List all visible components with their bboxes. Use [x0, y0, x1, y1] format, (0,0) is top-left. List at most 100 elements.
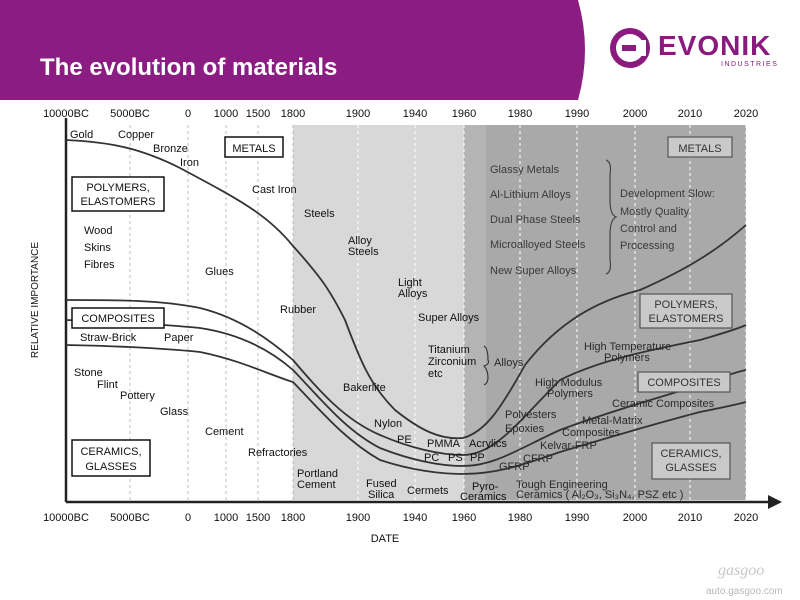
x-tick-label-bottom: 10000BC [43, 512, 89, 524]
slide-title: The evolution of materials [40, 54, 338, 81]
legend-elastomers-right-label: ELASTOMERS [649, 313, 724, 325]
annotation-label: Iron [180, 157, 199, 169]
annotation-label: etc [428, 368, 443, 380]
x-tick-label-top: 1800 [281, 108, 305, 120]
materials-chart: 10000BC 5000BC 0 1000 1500 1800 1900 1940 1960 19… [30, 108, 782, 545]
legend-box-composites: COMPOSITES [71, 307, 165, 329]
x-tick-labels-top: 10000BC 5000BC 0 1000 1500 1800 1900 1940 1960 19… [43, 108, 758, 120]
annotation-label: Pyro- [472, 481, 499, 493]
brand-subtitle: INDUSTRIES [721, 61, 779, 68]
x-tick-label-bottom: 2000 [623, 512, 647, 524]
x-tick-label-bottom: 1800 [281, 512, 305, 524]
legend-composites-right-label: COMPOSITES [647, 377, 720, 389]
evonik-logo-icon [610, 28, 650, 68]
annotation-label: Copper [118, 129, 154, 141]
brace-alloys [482, 345, 490, 386]
legend-box-ceramics-right: CERAMICS, GLASSES [651, 442, 731, 480]
legend-polymers-label: POLYMERS, [86, 182, 149, 194]
x-tick-label-top: 1960 [452, 108, 476, 120]
annotation-label: Epoxies [505, 423, 545, 435]
legend-metals-label: METALS [232, 143, 275, 155]
x-tick-label-top: 0 [185, 108, 191, 120]
annotation-label: Metal-Matrix [582, 415, 643, 427]
annotation-label: Fibres [84, 259, 115, 271]
x-tick-label-top: 2020 [734, 108, 758, 120]
x-tick-label-top: 1500 [246, 108, 270, 120]
annotation-label: Wood [84, 225, 113, 237]
annotation-label: Silica [368, 489, 395, 501]
legend-glasses-label: GLASSES [85, 461, 136, 473]
legend-ceramics-right-label: CERAMICS, [660, 448, 721, 460]
annotation-label: Cement [205, 426, 244, 438]
annotation-label: Mostly Quality [620, 206, 690, 218]
series-ceramics-curve [65, 344, 747, 475]
x-tick-label-bottom: 0 [185, 512, 191, 524]
header-shape [0, 0, 585, 100]
x-tick-label-bottom: 5000BC [110, 512, 150, 524]
annotation-label: Paper [164, 332, 194, 344]
series-polymers-curve [65, 299, 747, 456]
x-tick-labels-bottom: 10000BC 5000BC 0 1000 1500 1800 1900 1940 1960 19… [43, 512, 758, 524]
annotation-label: GFRP [499, 461, 530, 473]
annotation-label: High Modulus [535, 377, 603, 389]
annotation-label: Cement [297, 479, 336, 491]
x-tick-label-bottom: 2010 [678, 512, 702, 524]
annotation-label: Rubber [280, 304, 316, 316]
annotation-label: PE [397, 434, 412, 446]
annotation-label: Tough Engineering [516, 479, 608, 491]
annotation-label: Super Alloys [418, 312, 480, 324]
watermark: gasgoo auto.gasgoo.com [706, 562, 796, 598]
x-tick-label-bottom: 1940 [403, 512, 427, 524]
annotation-label: PMMA [427, 438, 461, 450]
annotation-label: Flint [97, 379, 118, 391]
annotation-label: Acrylics [469, 438, 507, 450]
annotation-label: PC [424, 452, 439, 464]
annotation-label: Ceramic Composites [612, 398, 715, 410]
annotation-label: Polymers [604, 352, 650, 364]
x-tick-label-top: 10000BC [43, 108, 89, 120]
annotation-label: Ceramics ( Al₂O₃, Si₃N₄, PSZ etc ) [516, 489, 683, 501]
x-tick-label-top: 1990 [565, 108, 589, 120]
shade-1800-1960 [293, 125, 464, 500]
annotation-label: Development Slow: [620, 188, 715, 200]
annotation-label: Cermets [407, 485, 449, 497]
x-tick-label-top: 1000 [214, 108, 238, 120]
legend-metals-right-label: METALS [678, 143, 721, 155]
y-axis-label: RELATIVE IMPORTANCE [30, 242, 41, 358]
x-axis-label: DATE [371, 533, 400, 545]
annotation-label: Kelvar-FRP [540, 440, 597, 452]
legend-box-metals-right: METALS [667, 136, 733, 158]
annotation-label: Polyesters [505, 409, 557, 421]
annotation-label: CFRP [523, 453, 553, 465]
annotation-label: PS [448, 452, 463, 464]
annotation-label: Portland [297, 468, 338, 480]
annotation-label: PP [470, 452, 485, 464]
evonik-logo: EVONIK INDUSTRIES [608, 26, 783, 72]
annotation-label: Steels [348, 246, 379, 258]
annotation-label: Bakerlite [343, 382, 386, 394]
annotation-label: Microalloyed Steels [490, 239, 586, 251]
watermark-brand: gasgoo [718, 562, 765, 579]
brace-1990s [605, 159, 618, 275]
annotation-label: Skins [84, 242, 111, 254]
legend-glasses-right-label: GLASSES [665, 462, 716, 474]
x-tick-label-bottom: 1900 [346, 512, 370, 524]
annotation-label: Straw-Brick [80, 332, 137, 344]
header-bar [0, 0, 800, 100]
annotation-label: Steels [304, 208, 335, 220]
annotation-label: Alloy [348, 235, 372, 247]
x-tick-label-bottom: 1990 [565, 512, 589, 524]
annotation-label: Alloys [398, 288, 428, 300]
annotation-label: Dual Phase Steels [490, 214, 581, 226]
legend-box-composites-right: COMPOSITES [637, 371, 731, 393]
annotation-label: Zirconium [428, 356, 476, 368]
annotation-label: Ceramics [460, 491, 507, 503]
legend-box-ceramics: CERAMICS, GLASSES [71, 439, 151, 477]
annotation-label: Control and [620, 223, 677, 235]
x-tick-label-top: 1940 [403, 108, 427, 120]
x-tick-label-top: 2000 [623, 108, 647, 120]
annotation-label: Fused [366, 478, 397, 490]
annotation-label: Gold [70, 129, 93, 141]
annotation-label: Glassy Metals [490, 164, 560, 176]
